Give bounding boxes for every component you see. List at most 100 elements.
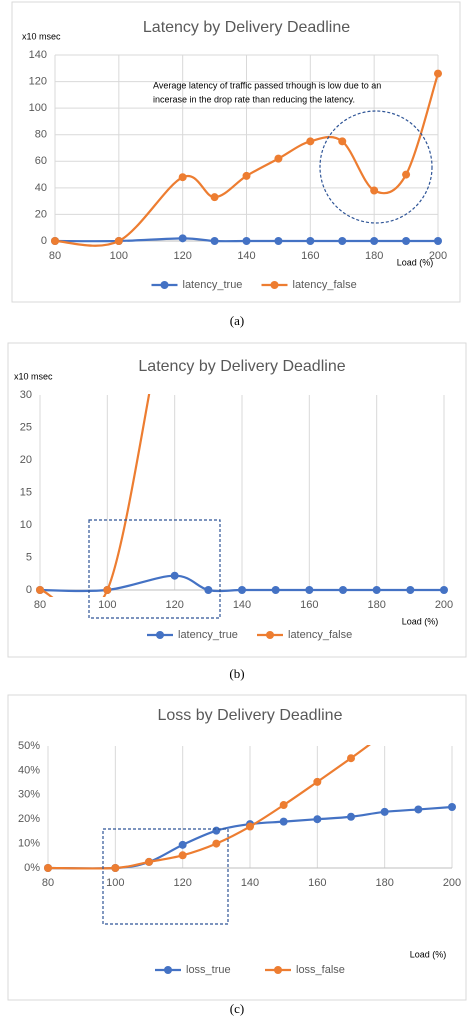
data-point bbox=[414, 805, 423, 814]
data-point bbox=[238, 586, 246, 594]
y-tick-label: 20 bbox=[20, 454, 32, 466]
data-point bbox=[178, 173, 187, 182]
legend-marker bbox=[164, 966, 172, 974]
caption: (b) bbox=[229, 666, 244, 681]
data-point bbox=[347, 754, 355, 763]
data-point bbox=[204, 586, 213, 594]
data-point bbox=[372, 586, 381, 594]
data-point bbox=[339, 586, 347, 594]
data-point bbox=[178, 840, 187, 849]
x-tick-label: 120 bbox=[173, 250, 191, 262]
x-tick-label: 120 bbox=[173, 877, 191, 889]
x-tick-label: 80 bbox=[49, 250, 61, 262]
y-tick-label: 30 bbox=[20, 389, 32, 401]
legend-marker bbox=[160, 281, 169, 289]
data-point bbox=[338, 237, 347, 245]
legend-label: loss_false bbox=[296, 964, 345, 976]
legend-label: loss_true bbox=[186, 964, 231, 976]
x-tick-label: 100 bbox=[98, 599, 116, 611]
legend-label: latency_true bbox=[183, 279, 243, 291]
data-point bbox=[242, 237, 251, 245]
y-tick-label: 10 bbox=[20, 519, 32, 531]
x-tick-label: 200 bbox=[443, 877, 461, 889]
y-unit: x10 msec bbox=[22, 31, 61, 41]
y-tick-label: 50% bbox=[18, 740, 40, 752]
y-tick-label: 80 bbox=[35, 129, 47, 141]
y-tick-label: 100 bbox=[29, 102, 47, 114]
data-point bbox=[406, 586, 415, 594]
chart-title: Latency by Delivery Deadline bbox=[143, 19, 350, 36]
annotation: Average latency of traffic passed trhoug… bbox=[153, 80, 381, 90]
data-point bbox=[434, 69, 442, 78]
x-tick-label: 80 bbox=[34, 599, 46, 611]
highlight bbox=[88, 519, 221, 619]
x-tick-label: 160 bbox=[308, 877, 326, 889]
data-point bbox=[103, 586, 112, 594]
data-point bbox=[212, 839, 221, 848]
y-tick-label: 40 bbox=[35, 182, 47, 194]
x-tick-label: 180 bbox=[367, 599, 385, 611]
y-tick-label: 15 bbox=[20, 486, 32, 498]
x-axis-label: Load (%) bbox=[402, 616, 439, 626]
y-tick-label: 30% bbox=[18, 789, 40, 801]
data-point bbox=[36, 586, 44, 594]
data-point bbox=[381, 730, 389, 738]
y-tick-label: 120 bbox=[29, 75, 47, 87]
data-point bbox=[306, 137, 315, 146]
data-point bbox=[210, 237, 219, 245]
y-tick-label: 140 bbox=[29, 49, 47, 61]
chart: Loss by Delivery Deadline Load (%) (c) 0% 10… bbox=[7, 694, 467, 1016]
data-point bbox=[272, 183, 280, 191]
data-point bbox=[306, 237, 315, 245]
chart-frame bbox=[7, 342, 467, 658]
x-tick-label: 140 bbox=[241, 877, 259, 889]
x-tick-label: 200 bbox=[429, 250, 447, 262]
x-tick-label: 140 bbox=[237, 250, 255, 262]
highlight bbox=[102, 828, 229, 925]
x-tick-label: 100 bbox=[110, 250, 128, 262]
y-tick-label: 25 bbox=[20, 421, 32, 433]
y-tick-label: 0% bbox=[24, 862, 40, 874]
y-tick-label: 60 bbox=[35, 155, 47, 167]
data-point bbox=[170, 571, 179, 580]
chart-frame bbox=[7, 694, 467, 1001]
y-tick-label: 5 bbox=[26, 551, 32, 563]
y-unit: x10 msec bbox=[14, 371, 53, 381]
data-point bbox=[51, 237, 59, 245]
legend-marker bbox=[156, 631, 164, 639]
chart: Latency by Delivery Deadline x10 msec Load… bbox=[11, 1, 461, 328]
y-tick-label: 40% bbox=[18, 764, 40, 776]
data-point bbox=[145, 857, 153, 866]
data-point bbox=[380, 807, 389, 816]
annotation: incerase in the drop rate than reducing … bbox=[153, 94, 355, 104]
data-point bbox=[246, 822, 254, 831]
data-point bbox=[178, 851, 187, 860]
x-axis-label: Load (%) bbox=[397, 257, 434, 267]
data-point bbox=[305, 586, 314, 594]
data-point bbox=[370, 186, 379, 195]
caption: (c) bbox=[230, 1001, 244, 1016]
legend-marker bbox=[266, 631, 274, 639]
data-point bbox=[279, 801, 288, 810]
legend-label: latency_false bbox=[288, 629, 352, 641]
x-tick-label: 80 bbox=[42, 877, 54, 889]
data-point bbox=[212, 826, 221, 835]
data-point bbox=[242, 171, 251, 180]
data-point bbox=[402, 237, 411, 245]
y-tick-label: 0 bbox=[26, 584, 32, 596]
data-point bbox=[440, 586, 448, 594]
caption: (a) bbox=[230, 313, 244, 328]
data-point bbox=[274, 154, 283, 163]
data-point bbox=[313, 777, 322, 786]
y-tick-label: 0 bbox=[41, 235, 47, 247]
data-point bbox=[271, 586, 280, 594]
data-point bbox=[414, 708, 422, 716]
x-tick-label: 100 bbox=[106, 877, 124, 889]
data-point bbox=[338, 137, 347, 146]
y-tick-label: 20% bbox=[18, 813, 40, 825]
chart-title: Latency by Delivery Deadline bbox=[138, 358, 345, 375]
data-point bbox=[171, 274, 179, 282]
data-point bbox=[238, 268, 246, 276]
x-tick-label: 200 bbox=[435, 599, 453, 611]
legend-label: latency_false bbox=[293, 279, 357, 291]
